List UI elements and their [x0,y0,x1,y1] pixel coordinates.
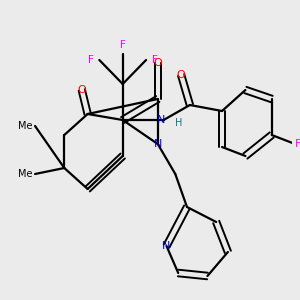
Text: N: N [157,115,165,125]
Text: H: H [175,118,182,128]
Text: O: O [153,58,162,68]
Text: F: F [152,55,158,65]
Text: F: F [88,55,94,65]
Text: F: F [120,40,126,50]
Text: Me: Me [18,121,32,131]
Text: O: O [177,70,185,80]
Text: N: N [154,139,162,149]
Text: Me: Me [18,169,32,179]
Text: O: O [77,85,86,95]
Text: F: F [295,139,300,149]
Text: N: N [162,241,171,251]
